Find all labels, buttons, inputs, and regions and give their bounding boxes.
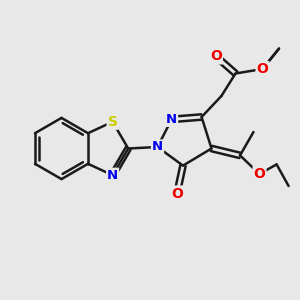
Text: N: N [166, 113, 177, 126]
Text: O: O [254, 167, 266, 181]
Text: O: O [256, 62, 268, 76]
Text: N: N [152, 140, 163, 154]
Text: S: S [108, 115, 118, 129]
Text: O: O [210, 50, 222, 63]
Text: N: N [107, 169, 118, 182]
Text: O: O [171, 187, 183, 200]
